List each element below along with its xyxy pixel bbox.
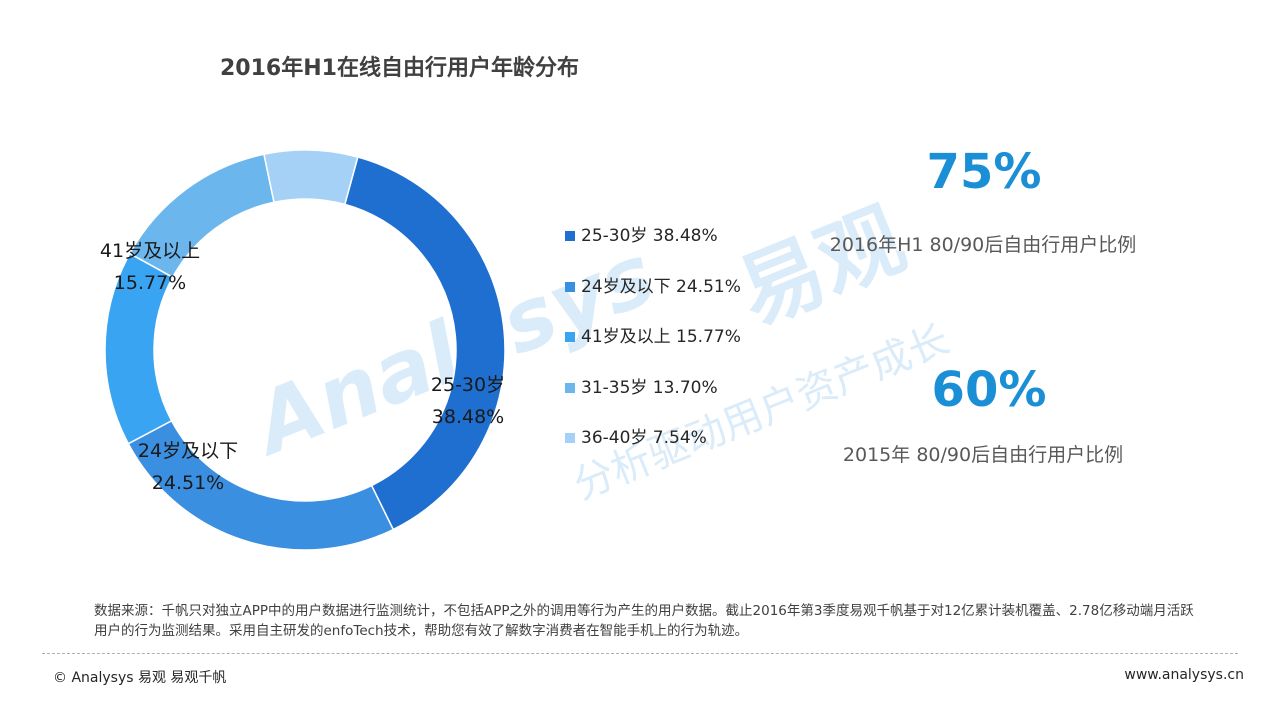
legend-label: 25-30岁 38.48% — [581, 226, 718, 246]
stat-2016-value: 75% — [926, 144, 1042, 200]
legend-label: 41岁及以上 15.77% — [581, 327, 741, 347]
legend-item: 24岁及以下 24.51% — [565, 275, 741, 309]
legend-item: 31-35岁 13.70% — [565, 376, 741, 410]
slice-value-label: 15.77% — [114, 272, 186, 294]
slice-value-label: 24.51% — [152, 472, 224, 494]
slice-category-label: 24岁及以下 — [138, 440, 238, 462]
slice-value-label: 38.48% — [432, 406, 504, 428]
stat-2016-caption: 2016年H1 80/90后自由行用户比例 — [829, 234, 1137, 256]
legend-swatch — [565, 231, 575, 241]
footer-divider — [42, 653, 1238, 654]
footer-copyright: © Analysys 易观 易观千帆 — [53, 670, 227, 686]
legend-item: 36-40岁 7.54% — [565, 426, 741, 460]
legend-label: 31-35岁 13.70% — [581, 377, 718, 398]
source-note: 数据来源：千帆只对独立APP中的用户数据进行监测统计，不包括APP之外的调用等行… — [94, 603, 1194, 639]
legend-swatch — [565, 433, 575, 443]
legend-label: 36-40岁 7.54% — [581, 428, 707, 448]
legend-item: 41岁及以上 15.77% — [565, 325, 741, 359]
footer-url[interactable]: www.analysys.cn — [1124, 667, 1244, 683]
legend-swatch — [565, 332, 575, 342]
legend-item: 25-30岁 38.48% — [565, 224, 741, 258]
legend-label: 24岁及以下 24.51% — [581, 276, 741, 297]
legend-swatch — [565, 281, 575, 292]
stat-2015-value: 60% — [931, 362, 1047, 418]
legend-swatch — [565, 382, 575, 393]
donut-slice-5 — [263, 149, 359, 206]
chart-title: 2016年H1在线自由行用户年龄分布 — [220, 56, 579, 81]
chart-legend: 25-30岁 38.48% 24岁及以下 24.51% 41岁及以上 15.77… — [565, 224, 741, 477]
slice-category-label: 41岁及以上 — [100, 240, 200, 262]
stat-2015-caption: 2015年 80/90后自由行用户比例 — [842, 444, 1124, 466]
donut-slice-1 — [343, 156, 506, 531]
slice-category-label: 25-30岁 — [431, 374, 505, 396]
